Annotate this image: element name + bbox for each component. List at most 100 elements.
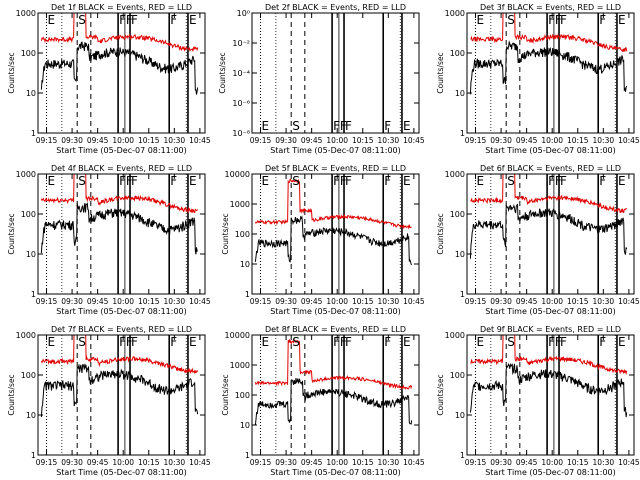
y-tick-label: 1000 (445, 170, 465, 179)
y-tick-label: 1000 (445, 9, 465, 18)
x-tick-label: 09:15 (36, 458, 58, 467)
plot-frame (251, 334, 420, 456)
plot-area (469, 174, 628, 294)
y-tick-label: 1000 (16, 170, 36, 179)
marker-label: F (340, 335, 347, 349)
marker-label: F (599, 335, 606, 349)
x-axis-label: Start Time (05-Dec-07 08:11:00) (485, 307, 616, 316)
x-axis-label: Start Time (05-Dec-07 08:11:00) (270, 307, 401, 316)
y-axis-label: Counts/sec (7, 52, 16, 93)
marker-label: F (340, 174, 347, 188)
x-tick-label: 10:15 (352, 136, 374, 145)
x-tick-label: 09:30 (61, 458, 83, 467)
y-tick-label: 10000 (225, 170, 250, 179)
marker-label: F (126, 174, 133, 188)
y-tick-label: 1 (31, 129, 36, 138)
marker-label: S (78, 174, 86, 188)
marker-label: E (477, 13, 485, 27)
marker-label: F (560, 174, 567, 188)
y-tick-label: 1000 (445, 331, 465, 340)
x-tick-label: 09:15 (465, 297, 487, 306)
x-tick-label: 10:30 (164, 297, 186, 306)
marker-label: F (170, 174, 177, 188)
series-lld (40, 13, 199, 52)
y-tick-label: 10 (455, 89, 465, 98)
panel-title: Det 3f BLACK = Events, RED = LLD (480, 3, 621, 12)
marker-label: E (48, 335, 56, 349)
plot-frame (466, 173, 635, 295)
x-tick-label: 10:00 (112, 136, 134, 145)
plot-area (469, 335, 628, 455)
x-tick-label: 09:30 (61, 297, 83, 306)
x-tick-label: 09:45 (87, 297, 109, 306)
x-tick-label: 10:15 (567, 136, 589, 145)
y-tick-label: 10 (240, 421, 250, 430)
marker-label: F (345, 119, 352, 133)
x-tick-label: 10:15 (567, 458, 589, 467)
marker-label: E (189, 174, 197, 188)
x-tick-label: 09:30 (275, 136, 297, 145)
x-tick-label: 09:45 (301, 297, 323, 306)
marker-label: F (340, 119, 347, 133)
x-tick-label: 10:15 (138, 136, 160, 145)
x-tick-label: 10:30 (593, 458, 615, 467)
y-axis-label: Counts/sec (436, 374, 445, 415)
marker-label: F (555, 174, 562, 188)
x-tick-label: 09:45 (516, 136, 538, 145)
plot-area (260, 13, 403, 133)
x-tick-label: 10:00 (326, 297, 348, 306)
y-tick-label: 100 (235, 230, 250, 239)
x-tick-label: 10:30 (593, 136, 615, 145)
marker-label: S (78, 13, 86, 27)
marker-label: F (599, 13, 606, 27)
y-tick-label: 1000 (230, 361, 250, 370)
series-events (40, 41, 199, 95)
marker-label: E (403, 119, 411, 133)
y-tick-label: 1 (245, 290, 250, 299)
x-axis-label: Start Time (05-Dec-07 08:11:00) (485, 146, 616, 155)
y-tick-label: 10 (26, 89, 36, 98)
marker-label: F (548, 335, 555, 349)
x-tick-label: 10:45 (618, 458, 640, 467)
x-tick-label: 10:00 (541, 136, 563, 145)
x-tick-label: 09:30 (490, 297, 512, 306)
marker-label: S (507, 13, 515, 27)
marker-label: E (189, 13, 197, 27)
plot-area (254, 174, 413, 294)
x-tick-label: 09:45 (87, 458, 109, 467)
marker-label: E (403, 174, 411, 188)
x-axis-label: Start Time (05-Dec-07 08:11:00) (56, 307, 187, 316)
panel-title: Det 6f BLACK = Events, RED = LLD (480, 164, 621, 173)
y-tick-label: 1000 (16, 331, 36, 340)
x-tick-label: 09:45 (516, 458, 538, 467)
series-lld (254, 338, 413, 390)
y-tick-label: 100 (21, 210, 36, 219)
y-tick-label: 1 (31, 290, 36, 299)
series-events (40, 202, 199, 255)
y-tick-label: 100 (21, 49, 36, 58)
x-tick-label: 10:45 (403, 458, 425, 467)
x-tick-label: 09:45 (301, 458, 323, 467)
x-tick-label: 10:30 (378, 136, 400, 145)
marker-label: F (333, 119, 340, 133)
marker-label: S (78, 335, 86, 349)
marker-label: E (48, 13, 56, 27)
marker-label: F (548, 13, 555, 27)
y-axis-label: Counts/sec (221, 213, 230, 254)
x-tick-label: 10:00 (326, 458, 348, 467)
x-tick-label: 10:45 (189, 136, 211, 145)
x-tick-label: 10:15 (352, 458, 374, 467)
series-lld (254, 178, 412, 230)
panel-title: Det 9f BLACK = Events, RED = LLD (480, 325, 621, 334)
marker-label: F (384, 119, 391, 133)
panel-title: Det 4f BLACK = Events, RED = LLD (51, 164, 192, 173)
x-axis-label: Start Time (05-Dec-07 08:11:00) (270, 146, 401, 155)
marker-label: F (333, 335, 340, 349)
panel-title: Det 1f BLACK = Events, RED = LLD (51, 3, 192, 12)
marker-label: F (560, 335, 567, 349)
plot-frame (466, 334, 635, 456)
series-lld (470, 174, 627, 214)
panel-title: Det 7f BLACK = Events, RED = LLD (51, 325, 192, 334)
